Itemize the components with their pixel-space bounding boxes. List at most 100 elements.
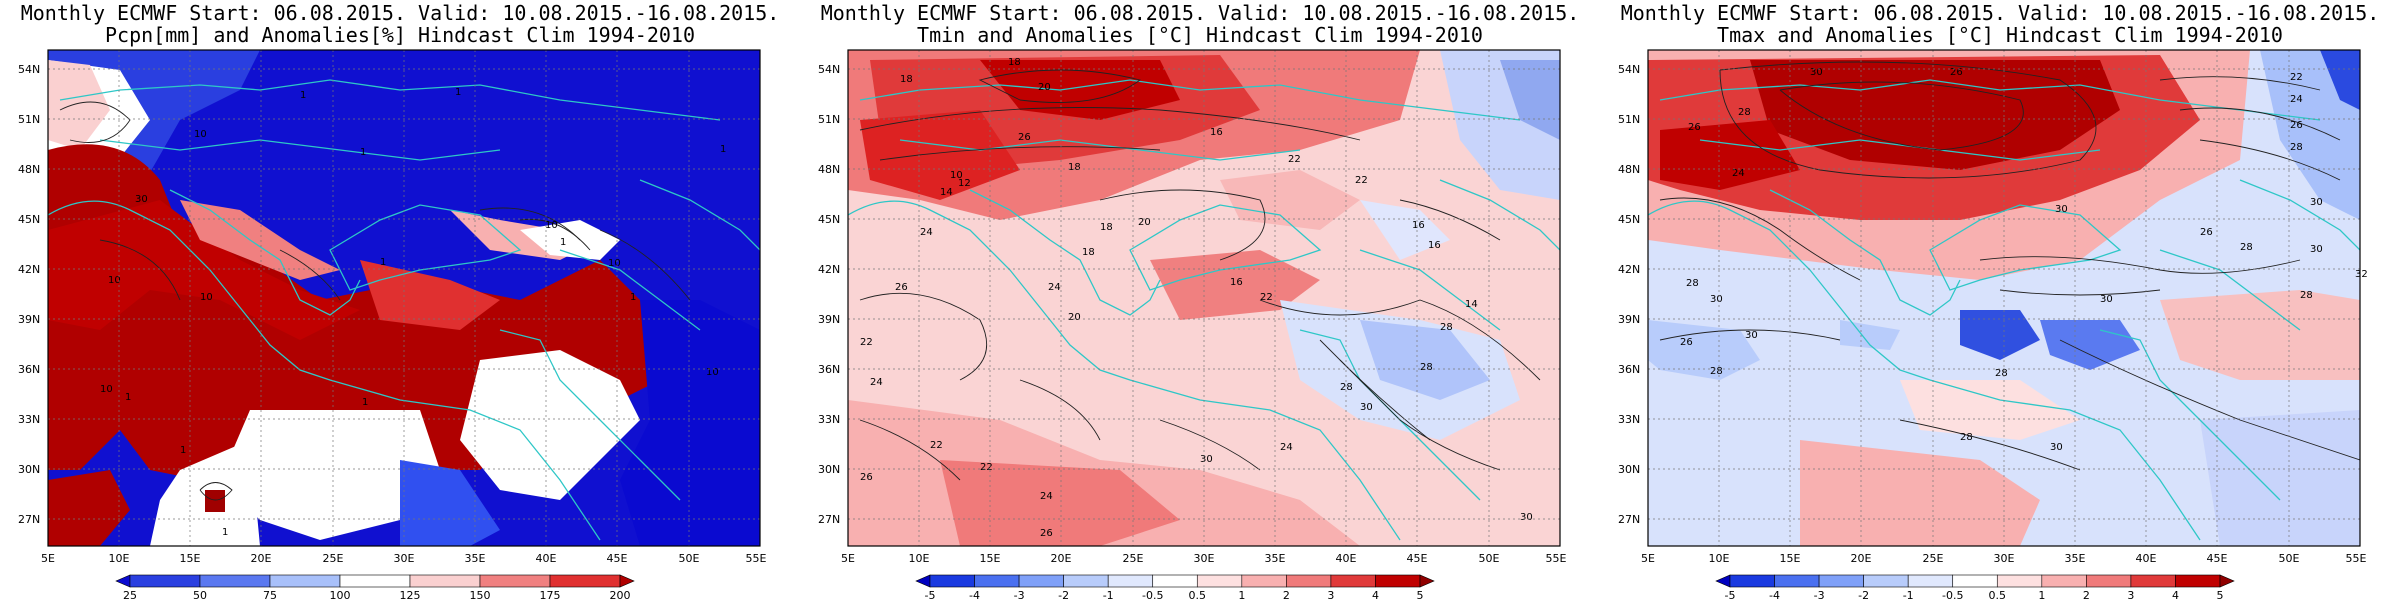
svg-text:30: 30 (1360, 402, 1373, 413)
colorbar-tmin: -5 -4 -3 -2 -1 -0.5 0.5 1 2 3 4 5 (915, 574, 1435, 600)
colorbar-swatch (1375, 574, 1421, 588)
colorbar-arrow-low (915, 574, 931, 588)
svg-text:28: 28 (1738, 107, 1751, 118)
svg-text:36N: 36N (1618, 363, 1640, 376)
colorbar-tick-label: 175 (540, 589, 561, 600)
svg-text:45N: 45N (18, 213, 40, 226)
svg-text:22: 22 (2290, 72, 2303, 83)
svg-text:30: 30 (2050, 442, 2063, 453)
svg-text:1: 1 (125, 392, 131, 403)
coastlines (848, 79, 1560, 541)
svg-text:26: 26 (1018, 132, 1031, 143)
colorbar-tick-label: -1 (1903, 589, 1914, 600)
colorbar-arrow-high (1419, 574, 1435, 588)
lon-labels: 5E 10E 15E 20E 25E 30E 35E 40E 45E 50E 55E (841, 552, 1566, 565)
colorbar-tick-label: 4 (2172, 589, 2179, 600)
colorbar-tick-label: 4 (1372, 589, 1379, 600)
svg-text:26: 26 (1950, 67, 1963, 78)
svg-text:30N: 30N (1618, 463, 1640, 476)
svg-text:26: 26 (860, 472, 873, 483)
svg-text:15E: 15E (180, 552, 201, 565)
svg-text:16: 16 (1210, 127, 1223, 138)
colorbar-swatch (974, 574, 1020, 588)
svg-text:1: 1 (455, 87, 461, 98)
svg-text:22: 22 (860, 337, 873, 348)
svg-text:24: 24 (920, 227, 933, 238)
svg-text:24: 24 (1040, 491, 1053, 502)
svg-text:30E: 30E (1994, 552, 2015, 565)
contours (1659, 61, 2360, 471)
svg-text:45N: 45N (818, 213, 840, 226)
svg-text:26: 26 (2290, 120, 2303, 131)
colorbar-tick-label: 25 (123, 589, 137, 600)
svg-text:28: 28 (1340, 382, 1353, 393)
svg-text:27N: 27N (1618, 513, 1640, 526)
colorbar-tick-label: 1 (2038, 589, 2045, 600)
svg-text:30: 30 (1810, 67, 1823, 78)
colorbar-tick-label: 0.5 (1989, 589, 2007, 600)
colorbar-swatch (199, 574, 271, 588)
svg-text:22: 22 (980, 462, 993, 473)
colorbar-swatch (1952, 574, 1998, 588)
svg-text:30: 30 (2100, 294, 2113, 305)
svg-text:30: 30 (1200, 454, 1213, 465)
colorbar-tick-label: 3 (1327, 589, 1334, 600)
colorbar-arrow-low (1715, 574, 1731, 588)
svg-text:12: 12 (958, 178, 971, 189)
svg-text:26: 26 (1680, 337, 1693, 348)
svg-text:50E: 50E (2279, 552, 2300, 565)
svg-text:51N: 51N (1618, 113, 1640, 126)
lat-labels: 54N 51N 48N 45N 42N 39N 36N 33N 30N 27N (1618, 63, 1640, 526)
svg-text:42N: 42N (818, 263, 840, 276)
colorbar-swatch (269, 574, 341, 588)
colorbar-swatch (1818, 574, 1864, 588)
svg-text:1: 1 (362, 397, 368, 408)
colorbar-tick-label: -1 (1103, 589, 1114, 600)
graticule (48, 50, 760, 546)
lat-labels: 54N 51N 48N 45N 42N 39N 36N 33N 30N 27N (818, 63, 840, 526)
svg-text:28: 28 (2290, 142, 2303, 153)
svg-text:30E: 30E (1194, 552, 1215, 565)
svg-text:22: 22 (930, 440, 943, 451)
contours (859, 69, 1541, 481)
svg-text:40E: 40E (1336, 552, 1357, 565)
svg-text:40E: 40E (536, 552, 557, 565)
colorbar-arrow-low (115, 574, 131, 588)
colorbar-swatch (2086, 574, 2132, 588)
svg-text:10E: 10E (109, 552, 130, 565)
svg-text:16: 16 (1230, 277, 1243, 288)
map-frame (47, 49, 761, 547)
colorbar-tick-label: -2 (1058, 589, 1069, 600)
svg-text:1: 1 (222, 527, 228, 538)
lon-labels: 5E 10E 15E 20E 25E 30E 35E 40E 45E 50E 55E (41, 552, 766, 565)
svg-text:39N: 39N (818, 313, 840, 326)
svg-text:55E: 55E (1546, 552, 1567, 565)
panel-tmax: Monthly ECMWF Start: 06.08.2015. Valid: … (1600, 0, 2400, 600)
svg-text:51N: 51N (818, 113, 840, 126)
svg-text:10: 10 (950, 170, 963, 181)
colorbar-swatch (1286, 574, 1332, 588)
svg-text:54N: 54N (1618, 63, 1640, 76)
svg-text:20: 20 (1138, 217, 1151, 228)
panel-title-line1: Monthly ECMWF Start: 06.08.2015. Valid: … (20, 1, 780, 25)
tmin-field (848, 50, 1560, 546)
svg-text:28: 28 (1440, 322, 1453, 333)
svg-text:42N: 42N (1618, 263, 1640, 276)
svg-text:1: 1 (380, 257, 386, 268)
svg-text:26: 26 (1688, 122, 1701, 133)
graticule (848, 50, 1560, 546)
coastlines (1648, 79, 2360, 541)
colorbar-swatch (1107, 574, 1154, 588)
colorbar-tick-label: -2 (1858, 589, 1869, 600)
map-frame (847, 49, 1561, 547)
svg-text:1: 1 (180, 445, 186, 456)
svg-text:32: 32 (2355, 269, 2368, 280)
svg-text:10: 10 (200, 292, 213, 303)
svg-text:42N: 42N (18, 263, 40, 276)
panel-title-line1: Monthly ECMWF Start: 06.08.2015. Valid: … (820, 1, 1580, 25)
svg-text:18: 18 (1068, 162, 1081, 173)
map-frame (1647, 49, 2361, 547)
colorbar-swatch (1018, 574, 1064, 588)
